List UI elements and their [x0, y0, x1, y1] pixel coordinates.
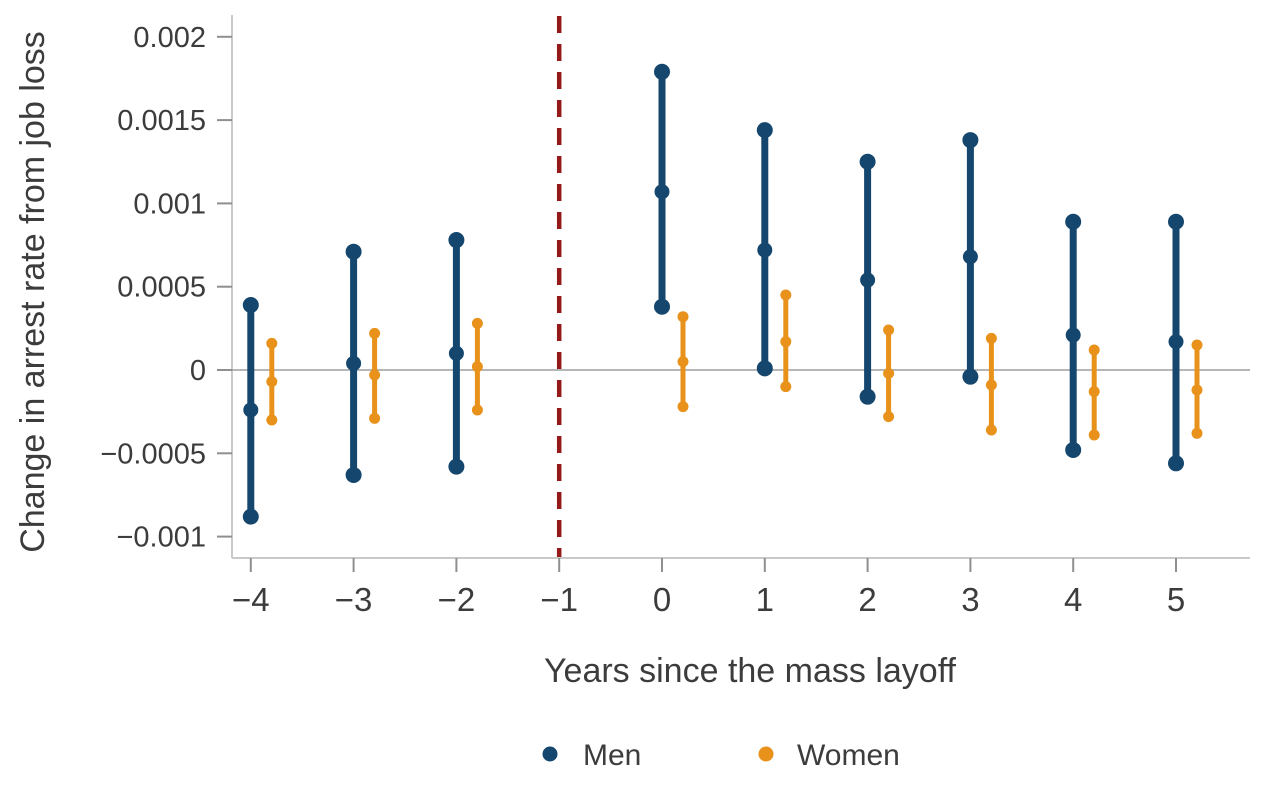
y-tick-label: 0	[190, 355, 206, 387]
women-point-estimate	[985, 379, 997, 391]
women-ci-lower-dot	[883, 411, 895, 423]
women-ci-upper-dot	[985, 332, 997, 344]
men-point-estimate	[1168, 334, 1184, 350]
men-ci-upper-dot	[859, 153, 876, 170]
legend-men-dot-icon	[542, 746, 558, 762]
men-ci-upper-dot	[962, 132, 979, 149]
men-ci-lower-dot	[859, 388, 876, 405]
x-tick-label: 3	[961, 581, 979, 618]
men-ci-upper-dot	[1168, 213, 1184, 230]
x-tick-label: −2	[438, 581, 476, 618]
men-ci-lower-dot	[345, 466, 362, 483]
legend-women-dot-icon	[758, 746, 774, 762]
x-tick-label: −4	[232, 581, 270, 618]
men-ci-upper-dot	[448, 232, 465, 249]
men-ci-lower-dot	[756, 360, 773, 377]
men-ci-lower-dot	[654, 298, 670, 315]
women-point-estimate	[780, 336, 792, 348]
men-ci-lower-dot	[1168, 455, 1184, 472]
women-ci-lower-dot	[1191, 427, 1203, 439]
women-point-estimate	[369, 369, 381, 381]
women-point-estimate	[1191, 384, 1203, 396]
men-point-estimate	[962, 249, 978, 265]
x-tick-label: 2	[858, 581, 876, 618]
men-point-estimate	[1065, 327, 1081, 343]
women-point-estimate	[266, 376, 278, 388]
women-ci-lower-dot	[985, 424, 997, 436]
x-tick-label: 5	[1167, 581, 1185, 618]
women-point-estimate	[471, 361, 483, 373]
women-ci-lower-dot	[471, 404, 483, 416]
legend-men-label: Men	[583, 739, 641, 772]
men-ci-lower-dot	[448, 458, 465, 475]
women-ci-upper-dot	[369, 327, 381, 339]
women-ci-lower-dot	[266, 414, 278, 426]
women-point-estimate	[1088, 386, 1100, 398]
men-point-estimate	[654, 184, 670, 200]
y-tick-label: 0.001	[133, 188, 206, 220]
men-ci-lower-dot	[962, 368, 979, 385]
y-tick-label: 0.0015	[117, 105, 206, 137]
women-ci-upper-dot	[1088, 344, 1100, 356]
men-point-estimate	[860, 272, 876, 288]
legend-women-label: Women	[797, 739, 900, 772]
women-ci-upper-dot	[266, 337, 278, 349]
legend: Men Women	[542, 739, 900, 772]
women-point-estimate	[677, 356, 689, 368]
x-tick-label: −3	[335, 581, 373, 618]
y-axis-title: Change in arrest rate from job loss	[14, 31, 52, 553]
women-ci-lower-dot	[780, 381, 792, 393]
y-tick-label: −0.001	[116, 522, 206, 554]
x-tick-label: −1	[540, 581, 578, 618]
x-tick-label: 1	[756, 581, 774, 618]
men-ci-upper-dot	[756, 122, 773, 139]
x-tick-label: 4	[1064, 581, 1082, 618]
men-ci-lower-dot	[1065, 441, 1082, 458]
men-point-estimate	[448, 345, 464, 361]
men-ci-lower-dot	[242, 508, 259, 525]
women-ci-upper-dot	[883, 324, 895, 336]
y-tick-label: −0.0005	[100, 438, 206, 470]
men-point-estimate	[346, 355, 362, 371]
x-axis-title: Years since the mass layoff	[544, 652, 957, 690]
plot-area: 0.002 0.0015 0.001 0.0005 0 −0.0005 −0.001 −4 −3…	[100, 15, 1250, 618]
women-ci-lower-dot	[369, 412, 381, 424]
women-ci-lower-dot	[677, 401, 689, 413]
women-point-estimate	[883, 367, 895, 379]
x-tick-label: 0	[653, 581, 671, 618]
y-tick-label: 0.0005	[117, 272, 206, 304]
men-ci-upper-dot	[242, 297, 259, 314]
women-ci-upper-dot	[1191, 339, 1203, 351]
men-ci-upper-dot	[654, 63, 670, 80]
men-point-estimate	[757, 242, 773, 258]
men-ci-upper-dot	[345, 243, 362, 260]
women-ci-upper-dot	[780, 289, 792, 301]
men-ci-upper-dot	[1065, 213, 1082, 230]
women-ci-lower-dot	[1088, 429, 1100, 441]
men-point-estimate	[243, 402, 259, 418]
women-ci-upper-dot	[677, 311, 689, 323]
women-ci-upper-dot	[471, 317, 483, 329]
y-tick-label: 0.002	[133, 22, 206, 54]
